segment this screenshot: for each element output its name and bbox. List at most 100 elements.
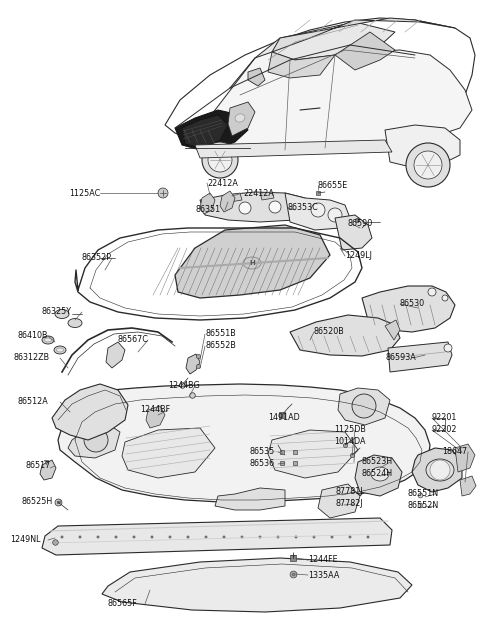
Polygon shape	[260, 192, 274, 200]
Polygon shape	[102, 558, 412, 612]
Text: 86565F: 86565F	[108, 599, 138, 608]
Polygon shape	[58, 384, 430, 502]
Polygon shape	[272, 18, 455, 52]
Polygon shape	[40, 460, 56, 480]
Polygon shape	[42, 518, 392, 555]
Polygon shape	[285, 193, 350, 230]
Circle shape	[84, 428, 108, 452]
Polygon shape	[338, 388, 390, 425]
Polygon shape	[192, 50, 472, 150]
Text: 1491AD: 1491AD	[268, 413, 300, 422]
Circle shape	[239, 202, 251, 214]
Ellipse shape	[55, 309, 69, 318]
Circle shape	[269, 201, 281, 213]
Ellipse shape	[42, 336, 54, 344]
Polygon shape	[228, 193, 242, 202]
Circle shape	[442, 295, 448, 301]
Polygon shape	[412, 448, 462, 492]
Circle shape	[428, 288, 436, 296]
Polygon shape	[290, 315, 400, 356]
Circle shape	[208, 148, 232, 172]
Text: 92201: 92201	[432, 413, 457, 422]
Circle shape	[202, 142, 238, 178]
Text: 86590: 86590	[347, 219, 372, 228]
Text: 1249LJ: 1249LJ	[345, 251, 372, 260]
Text: 1244BF: 1244BF	[140, 406, 170, 415]
Circle shape	[311, 203, 325, 217]
Circle shape	[444, 344, 452, 352]
Polygon shape	[186, 354, 200, 374]
Polygon shape	[385, 320, 400, 340]
Polygon shape	[460, 476, 476, 496]
Polygon shape	[175, 110, 248, 150]
Text: 1249NL: 1249NL	[10, 536, 40, 545]
Text: 86353C: 86353C	[288, 203, 319, 212]
Text: 86351: 86351	[195, 206, 220, 215]
Polygon shape	[455, 444, 475, 472]
Ellipse shape	[54, 346, 66, 354]
Text: 86312ZB: 86312ZB	[14, 354, 50, 363]
Polygon shape	[52, 384, 128, 440]
Text: 86655E: 86655E	[318, 181, 348, 190]
Polygon shape	[146, 406, 165, 428]
Polygon shape	[182, 115, 228, 148]
Text: 86536: 86536	[250, 460, 275, 469]
Polygon shape	[268, 430, 358, 478]
Text: 86567C: 86567C	[118, 336, 149, 345]
Text: 86325Y: 86325Y	[42, 307, 72, 316]
Text: 86593A: 86593A	[386, 354, 417, 363]
Text: 1125AC: 1125AC	[69, 188, 100, 197]
Text: 1335AA: 1335AA	[308, 570, 339, 579]
Circle shape	[158, 188, 168, 198]
Text: 86552N: 86552N	[408, 502, 439, 511]
Circle shape	[414, 151, 442, 179]
Circle shape	[352, 394, 376, 418]
Text: 86535: 86535	[250, 448, 275, 457]
Text: 86517: 86517	[26, 462, 51, 471]
Circle shape	[406, 143, 450, 187]
Polygon shape	[268, 52, 335, 78]
Circle shape	[430, 460, 450, 480]
Ellipse shape	[371, 467, 389, 481]
Ellipse shape	[45, 338, 51, 342]
Polygon shape	[200, 192, 310, 222]
Polygon shape	[385, 125, 460, 168]
Text: 87781J: 87781J	[336, 487, 363, 496]
Text: 86551N: 86551N	[408, 489, 439, 498]
Text: 22412A: 22412A	[243, 188, 274, 197]
Text: H: H	[249, 260, 255, 266]
Text: 86551B: 86551B	[205, 329, 236, 338]
Text: 86520B: 86520B	[314, 327, 345, 336]
Polygon shape	[335, 32, 395, 70]
Ellipse shape	[243, 257, 261, 269]
Text: 86523H: 86523H	[362, 458, 393, 467]
Polygon shape	[355, 455, 402, 496]
Text: 86512A: 86512A	[18, 397, 49, 406]
Polygon shape	[248, 68, 265, 86]
Text: 86410B: 86410B	[18, 332, 48, 341]
Polygon shape	[68, 424, 120, 458]
Text: 86352P: 86352P	[82, 253, 112, 262]
Text: 86524H: 86524H	[362, 469, 393, 478]
Text: 86552B: 86552B	[205, 341, 236, 350]
Text: 1125DB: 1125DB	[334, 426, 366, 435]
Polygon shape	[220, 191, 235, 212]
Circle shape	[290, 205, 300, 215]
Polygon shape	[165, 18, 475, 148]
Polygon shape	[195, 140, 392, 158]
Polygon shape	[335, 215, 372, 250]
Text: 92202: 92202	[432, 426, 457, 435]
Polygon shape	[200, 193, 215, 214]
Polygon shape	[362, 286, 455, 332]
Polygon shape	[318, 484, 360, 518]
Ellipse shape	[235, 114, 245, 122]
Text: 1244FE: 1244FE	[308, 556, 337, 565]
Polygon shape	[106, 342, 125, 368]
Polygon shape	[255, 22, 395, 72]
Polygon shape	[228, 102, 255, 136]
Ellipse shape	[68, 318, 82, 327]
Ellipse shape	[57, 348, 63, 352]
Text: 87782J: 87782J	[336, 500, 364, 509]
Text: 1014DA: 1014DA	[334, 437, 365, 446]
Text: 22412A: 22412A	[207, 179, 238, 188]
